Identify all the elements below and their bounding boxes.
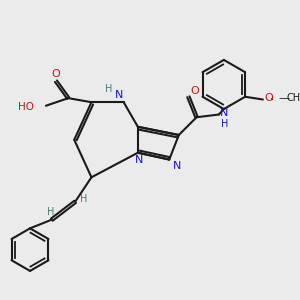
- Text: N: N: [173, 160, 181, 171]
- Text: CH₃: CH₃: [286, 93, 300, 103]
- Text: O: O: [191, 86, 200, 96]
- Text: N: N: [220, 108, 229, 118]
- Text: O: O: [264, 93, 273, 103]
- Text: H: H: [105, 84, 112, 94]
- Text: O: O: [51, 69, 60, 79]
- Text: H: H: [80, 194, 88, 204]
- Text: —: —: [279, 93, 290, 103]
- Text: HO: HO: [18, 102, 34, 112]
- Text: N: N: [135, 155, 143, 165]
- Text: H: H: [47, 207, 54, 217]
- Text: H: H: [221, 119, 229, 129]
- Text: N: N: [115, 90, 123, 100]
